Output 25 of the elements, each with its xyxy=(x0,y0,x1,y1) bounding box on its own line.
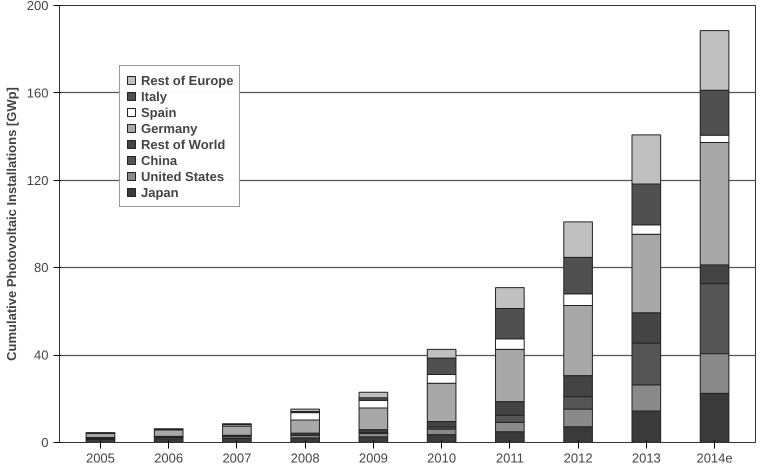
x-tick-label: 2005 xyxy=(86,450,115,465)
x-tick-label: 2010 xyxy=(427,450,456,465)
x-tick-label: 2009 xyxy=(358,450,388,465)
x-tick-label: 2013 xyxy=(632,450,661,465)
legend-label: China xyxy=(141,152,178,168)
y-tick-label: 0 xyxy=(41,435,49,450)
legend-label: Japan xyxy=(141,184,179,200)
legend-label: Spain xyxy=(141,104,176,120)
legend-label: Rest of World xyxy=(141,136,226,152)
y-tick-label: 40 xyxy=(34,348,49,363)
x-tick-label: 2011 xyxy=(496,450,524,465)
x-tick-label: 2007 xyxy=(222,450,252,465)
legend-label: United States xyxy=(141,168,224,184)
y-tick-label: 120 xyxy=(26,172,49,188)
legend-label: Rest of Europe xyxy=(141,72,234,88)
y-tick-label: 200 xyxy=(26,0,49,13)
y-tick-label: 80 xyxy=(34,260,49,276)
y-tick-label: 160 xyxy=(26,85,49,100)
legend-label: Germany xyxy=(141,120,198,136)
x-tick-label: 2008 xyxy=(290,450,320,465)
x-tick-label: 2006 xyxy=(154,450,184,465)
x-tick-label: 2014e xyxy=(696,450,733,465)
legend-label: Italy xyxy=(141,88,168,104)
x-tick-label: 2012 xyxy=(564,450,593,465)
y-axis-title: Cumulative Photovoltaic Installations [GWp] xyxy=(4,87,19,361)
